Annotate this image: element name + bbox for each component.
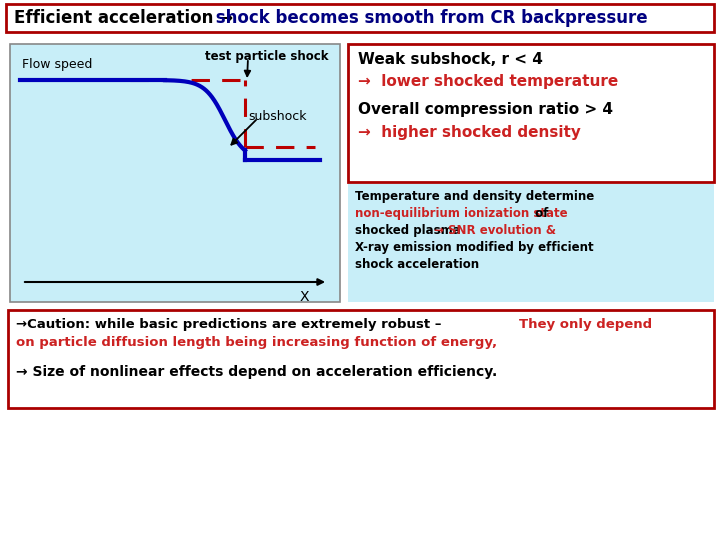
Text: on particle diffusion length being increasing function of energy,: on particle diffusion length being incre… bbox=[16, 336, 497, 349]
Text: →  higher shocked density: → higher shocked density bbox=[358, 125, 581, 140]
Text: They only depend: They only depend bbox=[519, 318, 652, 331]
Text: X-ray emission modified by efficient: X-ray emission modified by efficient bbox=[355, 241, 593, 254]
Text: of: of bbox=[531, 207, 549, 220]
Text: →Caution: while basic predictions are extremely robust –: →Caution: while basic predictions are ex… bbox=[16, 318, 446, 331]
FancyBboxPatch shape bbox=[348, 44, 714, 182]
Text: Weak subshock, r < 4: Weak subshock, r < 4 bbox=[358, 52, 543, 67]
Text: →  lower shocked temperature: → lower shocked temperature bbox=[358, 74, 618, 89]
Text: Flow speed: Flow speed bbox=[22, 58, 92, 71]
FancyBboxPatch shape bbox=[10, 44, 340, 302]
Text: non-equilibrium ionization state: non-equilibrium ionization state bbox=[355, 207, 567, 220]
Text: shock acceleration: shock acceleration bbox=[355, 258, 479, 271]
FancyBboxPatch shape bbox=[348, 184, 714, 302]
Text: shocked plasma: shocked plasma bbox=[355, 224, 465, 237]
Text: Efficient acceleration →: Efficient acceleration → bbox=[14, 9, 233, 27]
Text: → SNR evolution &: → SNR evolution & bbox=[434, 224, 556, 237]
Text: → Size of nonlinear effects depend on acceleration efficiency.: → Size of nonlinear effects depend on ac… bbox=[16, 365, 498, 379]
Text: shock becomes smooth from CR backpressure: shock becomes smooth from CR backpressur… bbox=[210, 9, 647, 27]
Text: Temperature and density determine: Temperature and density determine bbox=[355, 190, 594, 203]
Text: test particle shock: test particle shock bbox=[205, 50, 328, 63]
Text: Overall compression ratio > 4: Overall compression ratio > 4 bbox=[358, 102, 613, 117]
Text: X: X bbox=[300, 290, 310, 304]
FancyBboxPatch shape bbox=[6, 4, 714, 32]
FancyBboxPatch shape bbox=[8, 310, 714, 408]
Text: subshock: subshock bbox=[248, 110, 307, 123]
